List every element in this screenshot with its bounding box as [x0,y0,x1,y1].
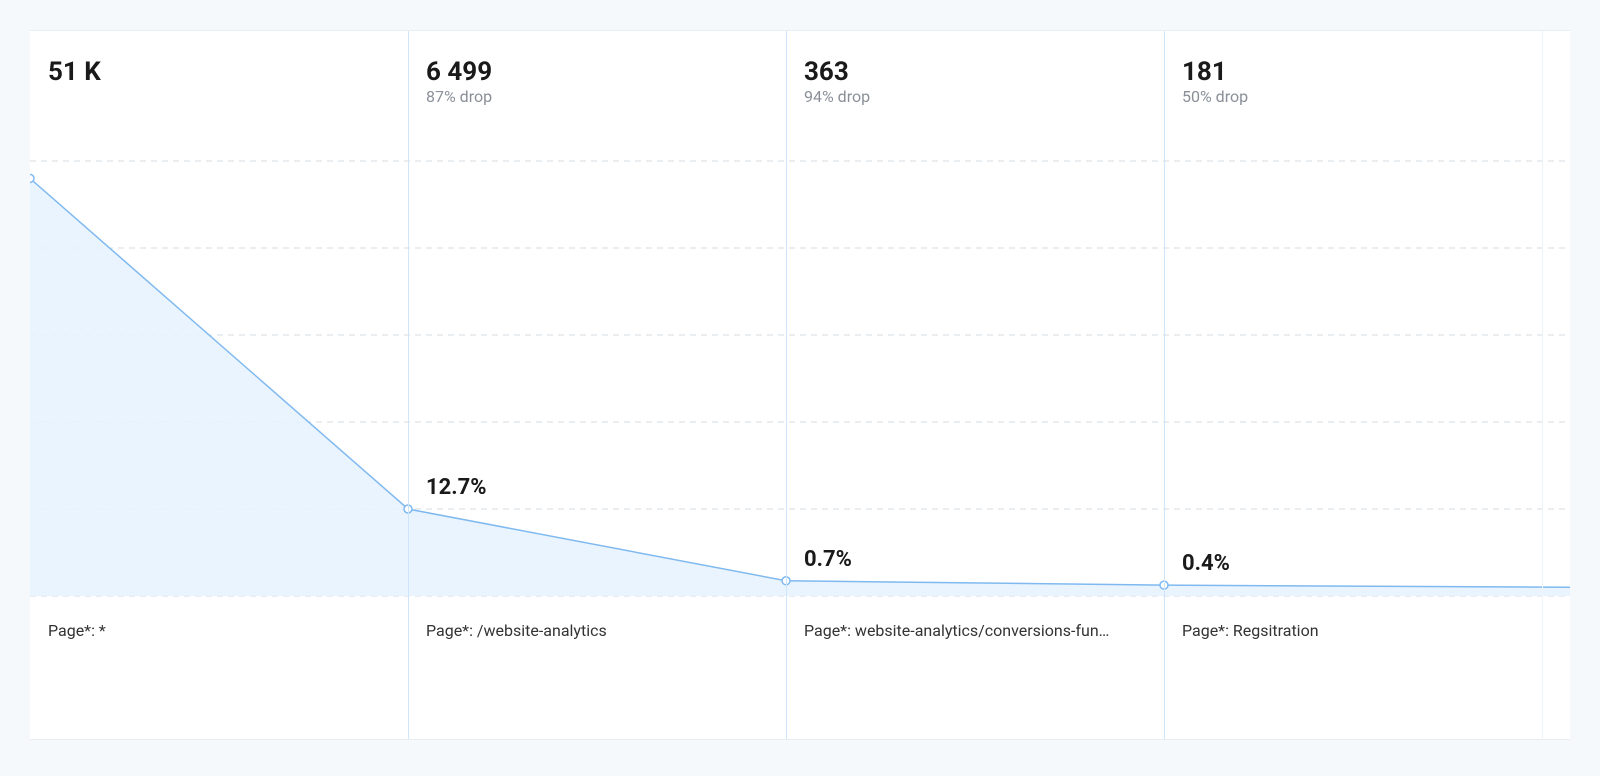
step-page-label: Page*: * [48,621,106,640]
step-percent-label: 12.7% [426,475,487,500]
funnel-marker [30,174,34,182]
column-divider [1164,31,1165,739]
step-percent-label: 0.7% [804,547,852,572]
funnel-panel: 51 K Page*: * 6 49987% drop 12.7% Page*: /we… [30,30,1570,740]
funnel-area-fill [30,178,1570,596]
step-value: 363 [804,57,849,87]
step-page-label: Page*: /website-analytics [426,621,607,640]
step-drop-label: 87% drop [426,87,492,106]
step-page-label: Page*: website-analytics/conversions-fun… [804,621,1109,640]
column-divider [408,31,409,739]
column-divider [786,31,787,739]
step-page-label: Page*: Regsitration [1182,621,1319,640]
step-value: 181 [1182,57,1227,87]
funnel-chart [30,31,1570,741]
step-percent-label: 0.4% [1182,551,1230,576]
column-divider-end [1542,31,1543,739]
step-drop-label: 94% drop [804,87,870,106]
step-drop-label: 50% drop [1182,87,1248,106]
step-value: 51 K [48,57,101,87]
step-value: 6 499 [426,57,492,87]
